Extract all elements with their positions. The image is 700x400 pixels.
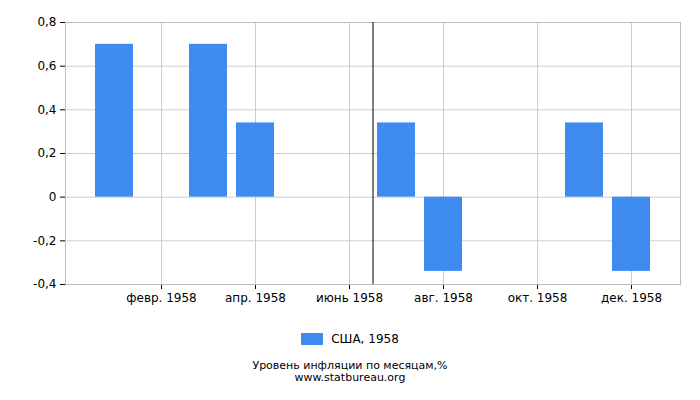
svg-text:февр. 1958: февр. 1958: [126, 291, 197, 305]
svg-text:0: 0: [49, 190, 57, 204]
svg-text:дек. 1958: дек. 1958: [601, 291, 662, 305]
svg-text:апр. 1958: апр. 1958: [225, 291, 286, 305]
svg-text:-0,2: -0,2: [33, 234, 56, 248]
svg-text:-0,4: -0,4: [33, 277, 56, 291]
html-text:США, 1958: США, 1958: [331, 332, 399, 346]
html-text:Уровень инфляции по месяцам,%: Уровень инфляции по месяцам,%: [252, 359, 448, 372]
svg-text:0,4: 0,4: [37, 103, 56, 117]
svg-text:авг. 1958: авг. 1958: [414, 291, 473, 305]
svg-text:июнь 1958: июнь 1958: [316, 291, 383, 305]
svg-text:0,2: 0,2: [37, 146, 56, 160]
html-text:www.statbureau.org: www.statbureau.org: [294, 371, 406, 384]
svg-text:0,6: 0,6: [37, 59, 56, 73]
svg-text:0,8: 0,8: [37, 15, 56, 29]
svg-text:окт. 1958: окт. 1958: [508, 291, 568, 305]
